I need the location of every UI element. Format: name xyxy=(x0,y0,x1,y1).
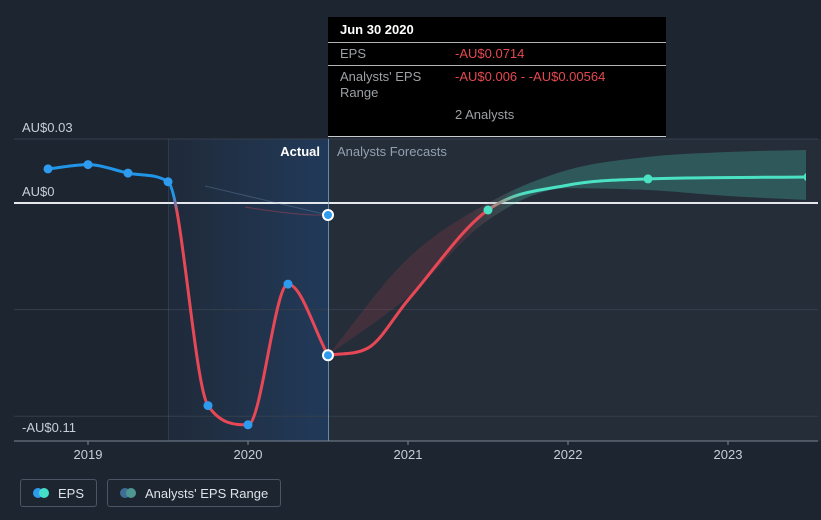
eps-forecast-dot-icon xyxy=(39,488,49,498)
range-teal-dot-icon xyxy=(126,488,136,498)
tooltip-eps-value: -AU$0.0714 xyxy=(455,46,524,62)
actual-period-label: Actual xyxy=(140,144,320,159)
eps-forecast-chart: AU$0.03 AU$0 -AU$0.11 2019 2020 2021 202… xyxy=(0,0,821,520)
tooltip-analysts-count: 2 Analysts xyxy=(455,107,514,123)
legend-range-label: Analysts' EPS Range xyxy=(145,486,268,501)
tooltip-range-value: -AU$0.006 - -AU$0.00564 xyxy=(455,69,605,101)
x-axis xyxy=(14,441,818,445)
x-tick-2020: 2020 xyxy=(234,447,263,462)
tooltip-analysts-row: 2 Analysts xyxy=(328,104,666,126)
legend-toggle-eps[interactable]: EPS xyxy=(20,479,97,507)
x-tick-2019: 2019 xyxy=(74,447,103,462)
y-tick-bottom: -AU$0.11 xyxy=(22,420,76,435)
tooltip: Jun 30 2020 EPS -AU$0.0714 Analysts' EPS… xyxy=(328,17,666,137)
eps-legend-dots-icon xyxy=(33,488,49,498)
y-tick-zero: AU$0 xyxy=(22,184,55,199)
range-legend-dots-icon xyxy=(120,488,136,498)
legend: EPS Analysts' EPS Range xyxy=(20,479,281,507)
tooltip-range-row: Analysts' EPS Range -AU$0.006 - -AU$0.00… xyxy=(328,66,666,104)
legend-eps-label: EPS xyxy=(58,486,84,501)
x-tick-2021: 2021 xyxy=(394,447,423,462)
legend-toggle-analysts-range[interactable]: Analysts' EPS Range xyxy=(107,479,281,507)
tooltip-date: Jun 30 2020 xyxy=(328,17,666,43)
y-tick-top: AU$0.03 xyxy=(22,120,73,135)
tooltip-range-label: Analysts' EPS Range xyxy=(340,69,455,101)
x-tick-2023: 2023 xyxy=(714,447,743,462)
x-tick-2022: 2022 xyxy=(554,447,583,462)
tooltip-eps-row: EPS -AU$0.0714 xyxy=(328,43,666,66)
tooltip-eps-label: EPS xyxy=(340,46,455,62)
forecast-period-label: Analysts Forecasts xyxy=(337,144,447,159)
